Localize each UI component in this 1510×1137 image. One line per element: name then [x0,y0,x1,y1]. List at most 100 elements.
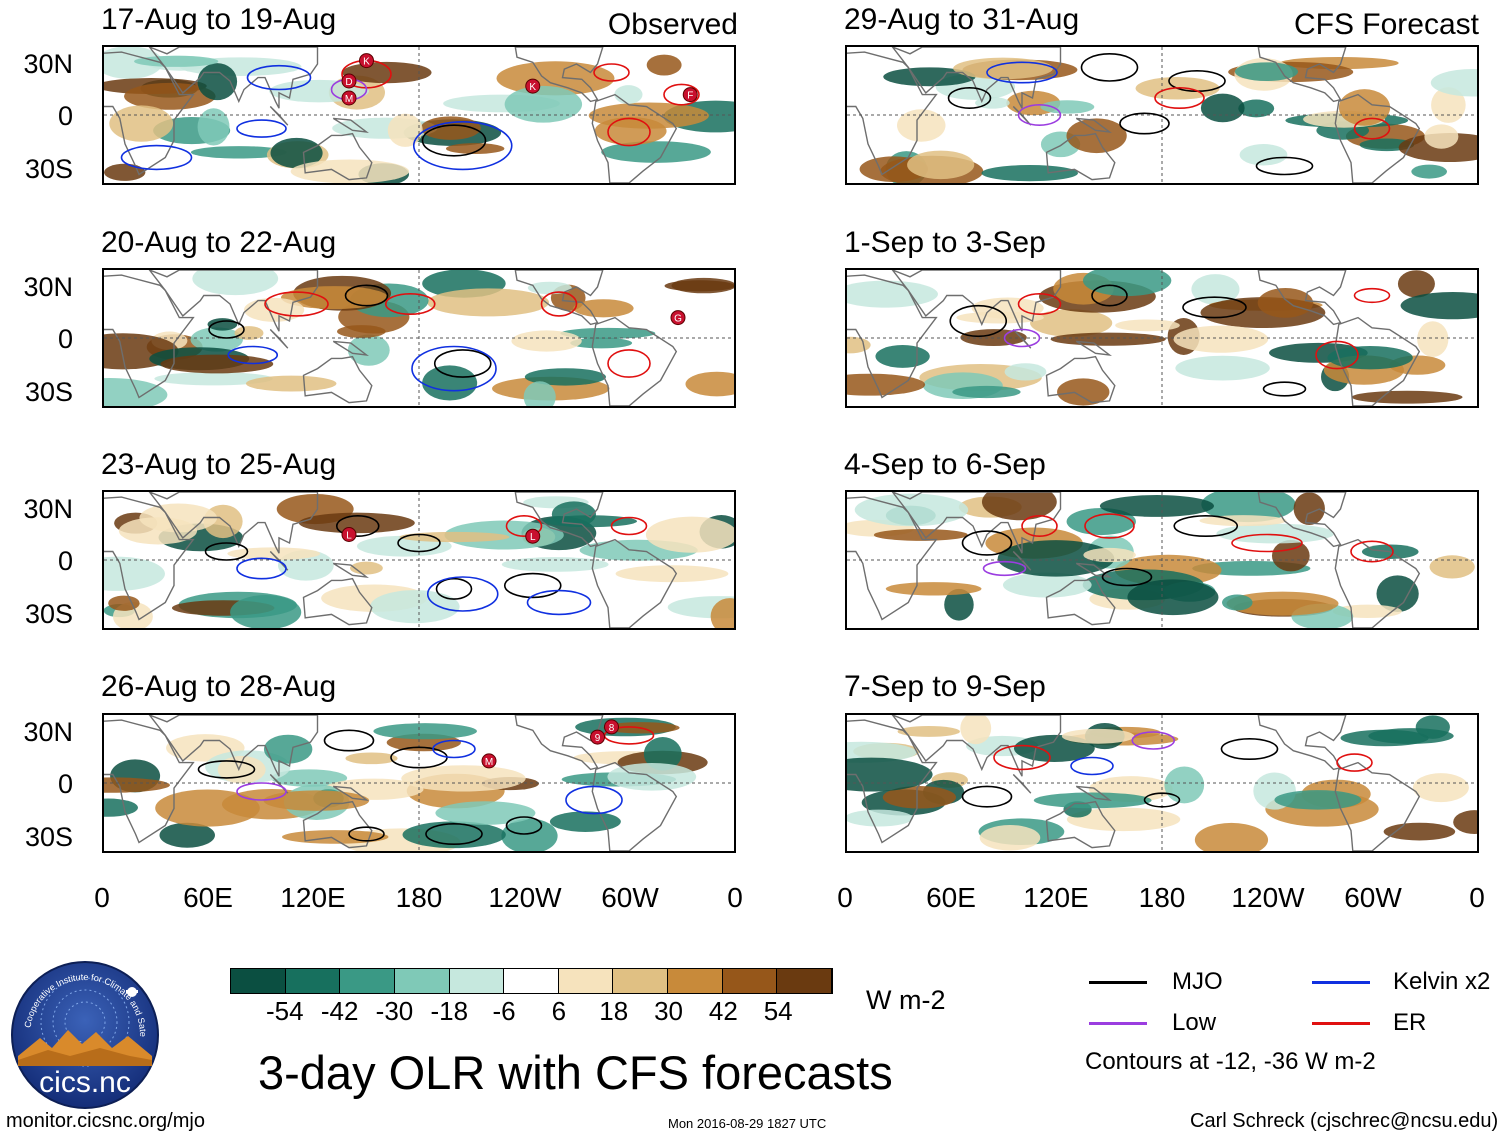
olr-anomaly-cell [263,790,370,811]
wave-contours [947,52,1391,176]
olr-map-panel [845,490,1479,630]
wave-contour [1350,540,1394,563]
wave-contour [323,729,375,752]
wave-contour [1336,753,1373,772]
olr-anomaly-cell [981,492,1057,521]
olr-anomaly-cell [104,556,165,591]
storm-marker: 8 [604,719,619,735]
wave-contour [397,533,441,553]
coastlines [847,715,1421,851]
wave-contours [961,731,1373,808]
wave-contour [236,119,287,138]
olr-anomaly-cell [108,595,140,611]
panel-title: 26-Aug to 28-Aug [101,670,337,703]
footer-url[interactable]: monitor.cicsnc.org/mjo [6,1110,205,1132]
wave-contour [663,83,700,106]
olr-anomaly-cell [897,725,960,737]
coastline [591,761,678,851]
colorbar-swatch [449,969,505,993]
olr-anomaly-cell [154,372,273,386]
olr-anomaly-cell [1430,69,1477,97]
coastline [1012,550,1032,571]
footer-author[interactable]: Carl Schreck (cjschrec@ncsu.edu) [1190,1110,1499,1132]
panel-title: 7-Sep to 9-Sep [844,670,1046,703]
coastline [104,51,195,176]
olr-anomaly-cell [1066,807,1181,832]
lon-tick-label: 0 [94,882,110,913]
olr-anomaly-cell [370,590,460,624]
lat-tick-label: 0 [57,324,73,354]
coastline [1334,761,1421,851]
olr-anomaly-cell [1338,89,1391,126]
olr-anomaly-cell [1400,291,1477,320]
storm-marker: M [341,90,357,106]
olr-anomaly-cell [197,108,230,146]
wave-contour [1017,103,1062,126]
olr-anomaly-cell [290,159,410,183]
wave-contour [264,291,329,317]
storm-marker: K [525,78,541,94]
coastline [591,93,678,183]
chart-title: 3-day OLR with CFS forecasts [258,1046,893,1099]
olr-anomaly-cell [190,146,287,159]
wave-contour [204,542,249,561]
coastline [1257,47,1347,103]
olr-anomaly-cell [1194,822,1269,851]
wave-contour [1353,117,1391,140]
olr-anomaly-cell [230,595,302,628]
coastline [591,538,678,628]
colorbar-swatch [285,969,341,993]
wave-contour [607,349,651,378]
colorbar-tick-label: 18 [599,996,629,1026]
coastline [1334,538,1421,628]
lon-tick-label: 120W [1231,882,1305,913]
storm-marker-dot [341,73,357,89]
olr-anomaly-cell [345,752,398,765]
wave-contour [1182,296,1247,319]
olr-anomaly-field [847,715,1477,851]
map-canvas [847,47,1477,183]
coastline [104,719,195,844]
olr-anomaly-cell [1201,492,1296,523]
olr-anomaly-cell [270,137,323,169]
olr-anomaly-cell [427,288,550,317]
olr-anomaly-cell [1099,495,1215,517]
wave-contours [204,514,648,616]
panel-title: 20-Aug to 22-Aug [101,226,337,259]
wave-contour [1353,287,1391,304]
wave-contour [607,117,651,147]
coastline [514,492,604,548]
olr-anomaly-cell [1004,363,1047,381]
coastline [514,47,604,103]
coastline [891,47,1062,109]
olr-anomaly-cell [1164,766,1205,804]
colorbar-tick-label: -54 [266,996,304,1026]
olr-anomaly-cell [387,113,423,147]
coastline [332,562,369,579]
wave-contour [986,61,1058,84]
storm-marker-label: 9 [595,733,601,744]
coastline [269,328,289,349]
coastline [1045,577,1116,626]
coastlines [847,270,1421,406]
olr-anomaly-cell [501,557,609,572]
wave-contour [503,572,562,599]
olr-anomaly-cell [1115,319,1180,332]
coastline [1257,270,1347,326]
olr-anomaly-cell [104,47,163,79]
colorbar-swatch [558,969,614,993]
olr-anomaly-cell [270,769,348,787]
wave-contour [1173,514,1239,537]
olr-anomaly-cell [549,811,621,832]
lon-tick-label: 60W [601,882,659,913]
olr-map-panel [845,268,1479,408]
olr-anomaly-cell [1127,579,1219,616]
storm-marker-label: M [345,94,353,105]
olr-anomaly-cell [570,337,633,349]
olr-anomaly-cell [298,512,415,534]
footer-timestamp: Mon 2016-08-29 1827 UTC [668,1116,827,1131]
wave-contour [961,785,1013,808]
